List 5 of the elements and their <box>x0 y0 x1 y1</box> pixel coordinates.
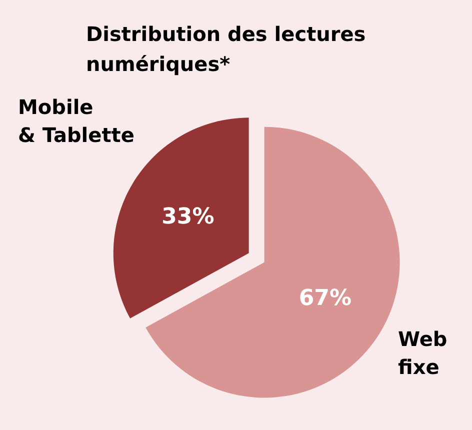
slice-label: Web fixe <box>398 327 448 379</box>
slice-label: Mobile & Tablette <box>18 95 134 147</box>
data-label: 67% <box>298 286 352 311</box>
chart-title: Distribution des lectures numériques* <box>86 22 373 76</box>
data-label: 33% <box>162 204 214 230</box>
